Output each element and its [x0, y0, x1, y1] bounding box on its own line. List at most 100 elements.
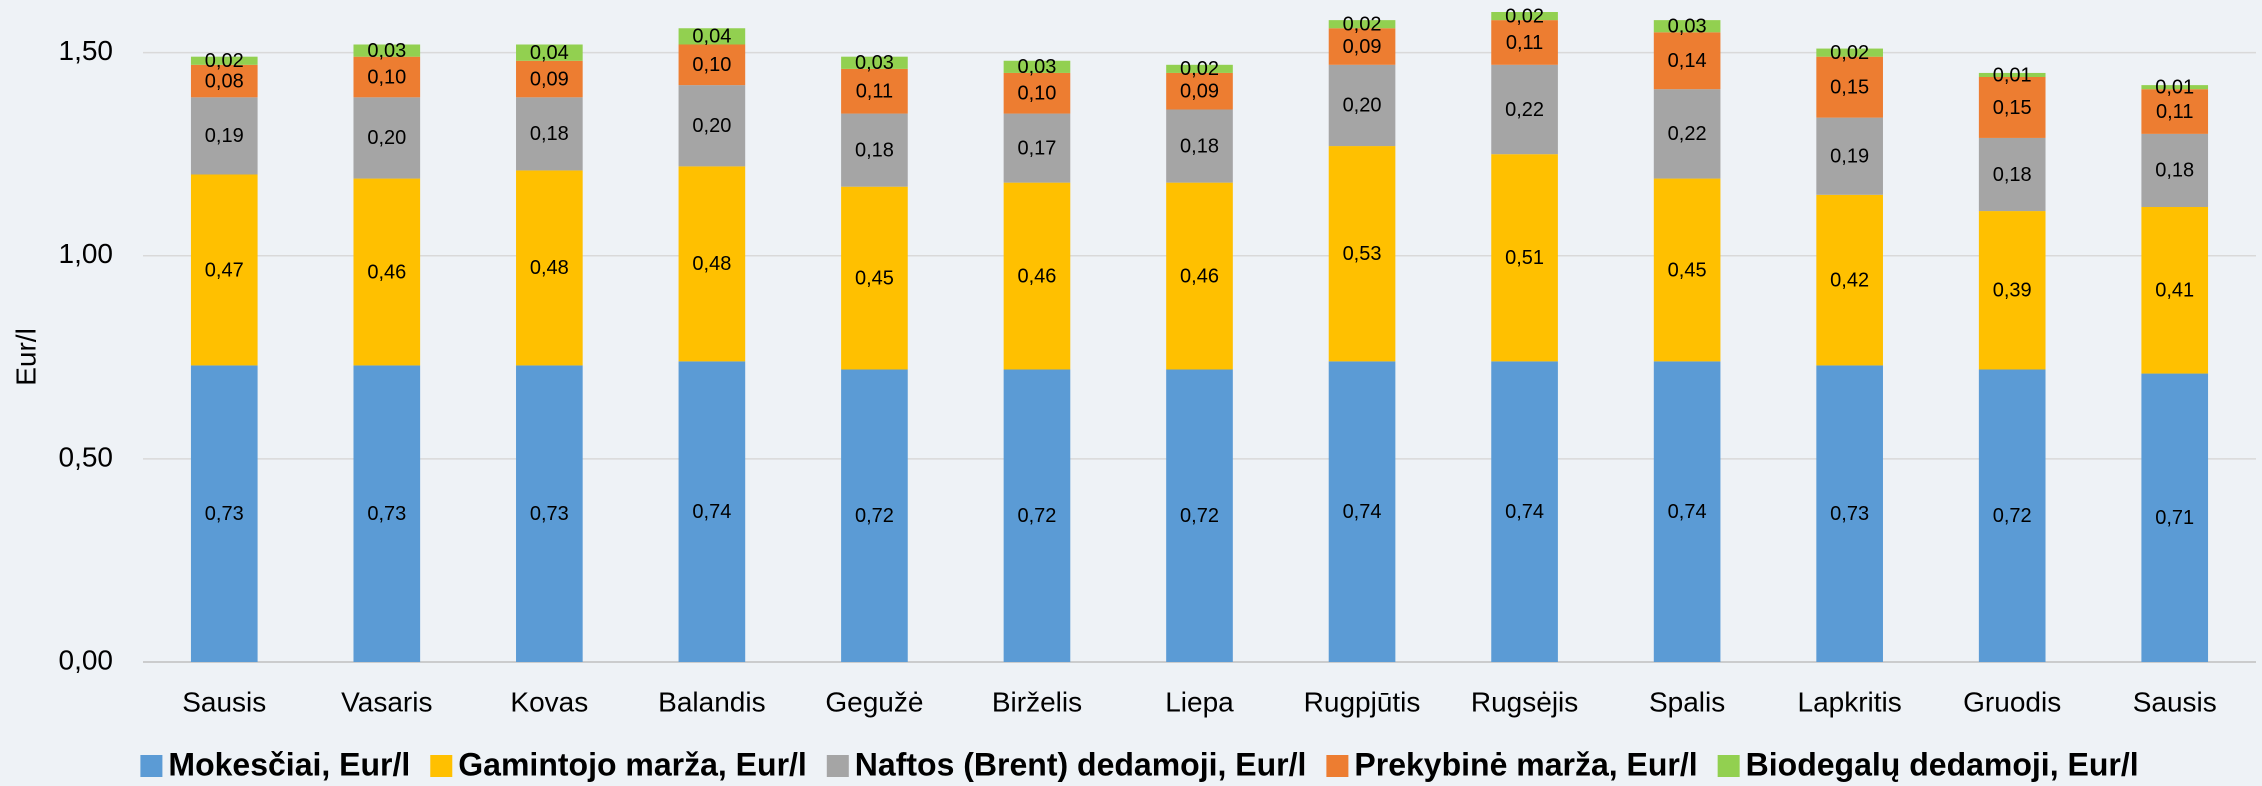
legend-label: Biodegalų dedamoji, Eur/l: [1746, 746, 2139, 782]
bar-segment: [1653, 89, 1721, 179]
y-tick-label: 1,50: [59, 35, 114, 66]
data-label: 0,19: [205, 125, 244, 147]
data-label: 0,11: [1506, 32, 1543, 54]
data-label: 0,15: [1830, 76, 1869, 98]
data-label: 0,74: [692, 501, 731, 523]
data-label: 0,15: [1993, 97, 2032, 119]
bar-segment: [1491, 20, 1558, 65]
bar-segment: [353, 365, 421, 662]
data-label: 0,18: [855, 139, 894, 161]
bar-segment: [841, 369, 908, 662]
bar-segment: [516, 170, 583, 366]
data-label: 0,53: [1343, 243, 1382, 265]
bar-segment: [1328, 20, 1396, 29]
bar-segment: [1978, 72, 2046, 77]
bar-segment: [1491, 361, 1558, 662]
legend-label: Gamintojo marža, Eur/l: [458, 746, 807, 782]
bar-segment: [190, 64, 258, 98]
bar-segment: [1816, 56, 1883, 118]
bar-segment: [1978, 369, 2046, 662]
bar-segment: [678, 166, 746, 362]
data-label: 0,18: [530, 123, 569, 145]
bar-segment: [678, 361, 746, 662]
legend-label: Mokesčiai, Eur/l: [168, 746, 410, 782]
bar-segment: [678, 28, 746, 45]
x-tick-label: Gegužė: [825, 686, 923, 717]
data-label: 0,20: [367, 127, 406, 149]
data-label: 0,02: [1830, 42, 1869, 64]
data-label: 0,03: [1668, 16, 1707, 38]
data-label: 0,02: [1180, 58, 1219, 80]
data-label: 0,02: [1343, 13, 1382, 35]
data-label: 0,09: [530, 68, 569, 90]
legend-swatch: [826, 755, 849, 777]
data-label: 0,73: [1830, 503, 1869, 525]
y-tick-label: 1,00: [59, 238, 114, 269]
data-label: 0,04: [692, 26, 731, 48]
data-label: 0,46: [1180, 265, 1219, 287]
data-label: 0,72: [1017, 505, 1056, 527]
data-label: 0,72: [1993, 505, 2032, 527]
bar-segment: [841, 186, 908, 370]
x-tick-label: Vasaris: [341, 686, 432, 717]
data-label: 0,14: [1668, 50, 1707, 72]
bar-segment: [841, 56, 908, 69]
data-label: 0,48: [530, 257, 569, 279]
data-label: 0,22: [1505, 99, 1544, 121]
x-tick-label: Birželis: [992, 686, 1082, 717]
x-tick-label: Kovas: [510, 686, 588, 717]
bar-segment: [678, 85, 746, 167]
data-label: 0,48: [692, 253, 731, 275]
data-label: 0,09: [1343, 36, 1382, 58]
data-label: 0,19: [1830, 146, 1869, 168]
y-axis-title: Eur/l: [10, 328, 41, 386]
data-label: 0,46: [1017, 265, 1056, 287]
data-label: 0,10: [367, 66, 406, 88]
bar-segment: [2141, 85, 2209, 90]
bar-segment: [1166, 369, 1233, 662]
legend-label: Naftos (Brent) dedamoji, Eur/l: [855, 746, 1307, 782]
data-label: 0,04: [530, 42, 569, 64]
data-label: 0,45: [855, 267, 894, 289]
bar-segment: [2141, 89, 2209, 134]
data-label: 0,74: [1668, 501, 1707, 523]
x-tick-label: Lapkritis: [1798, 686, 1902, 717]
legend-swatch: [1717, 755, 1740, 777]
data-label: 0,03: [855, 52, 894, 74]
bar-segment: [353, 97, 421, 179]
x-tick-label: Sausis: [182, 686, 266, 717]
bar-segment: [516, 97, 583, 171]
bar-segment: [1003, 72, 1071, 114]
data-label: 0,02: [1505, 5, 1544, 27]
bar-segment: [1328, 64, 1396, 147]
bar-segment: [678, 44, 746, 86]
bar-segment: [1653, 361, 1721, 662]
bar-segment: [1816, 194, 1883, 366]
bar-segment: [1328, 28, 1396, 65]
data-label: 0,01: [1993, 64, 2032, 86]
data-label: 0,20: [692, 115, 731, 137]
bar-segment: [516, 60, 583, 98]
bar-segment: [841, 113, 908, 187]
data-label: 0,09: [1180, 81, 1219, 103]
data-label: 0,72: [855, 505, 894, 527]
bar-segment: [1978, 211, 2046, 370]
data-label: 0,46: [367, 261, 406, 283]
data-label: 0,18: [2155, 160, 2194, 182]
data-label: 0,22: [1668, 123, 1707, 145]
data-label: 0,20: [1343, 95, 1382, 117]
data-label: 0,18: [1180, 135, 1219, 157]
x-tick-label: Rugpjūtis: [1304, 686, 1421, 717]
data-label: 0,10: [1017, 83, 1056, 105]
bar-segment: [190, 97, 258, 175]
bar-segment: [2141, 207, 2209, 374]
bar-segment: [2141, 133, 2209, 207]
data-label: 0,73: [367, 503, 406, 525]
bar-segment: [1978, 137, 2046, 212]
data-label: 0,71: [2155, 507, 2194, 529]
data-label: 0,45: [1668, 259, 1707, 281]
bar-segment: [190, 56, 258, 65]
data-label: 0,51: [1505, 247, 1544, 269]
bar-segment: [1491, 64, 1558, 155]
